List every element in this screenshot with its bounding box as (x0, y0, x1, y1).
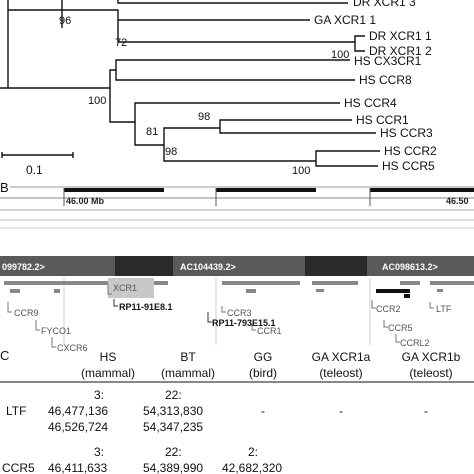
taxon-ga-xcr1-1: GA XCR1 1 (314, 13, 376, 27)
gene-ccrl2: CCRL2 (400, 338, 430, 348)
bootstrap-98-ccr2: 98 (165, 146, 177, 158)
bootstrap-72: 72 (115, 37, 127, 49)
gene-ccr3: CCR3 (227, 308, 252, 318)
table-row-ltf: LTF 3: 46,477,136 46,526,724 22: 54,313,… (6, 388, 428, 434)
cell-ccr5-bt-chr: 22: (165, 445, 182, 459)
header-ga-xcr1b: GA XCR1b (402, 350, 461, 364)
bootstrap-100-xcr1: 100 (331, 49, 349, 61)
tree-branch-node100 (109, 88, 340, 123)
panel-label-b: B (0, 180, 9, 195)
gene-ltf: LTF (436, 304, 452, 314)
panel-c: C HS (mammal) BT (mammal) GG (bird) GA X… (0, 348, 474, 474)
cell-ccr5-bt-pos: 54,389,990 (143, 461, 203, 474)
gene-ccr2: CCR2 (376, 304, 401, 314)
gene-ccr5: CCR5 (388, 323, 413, 333)
row-label-ccr5: CCR5 (2, 461, 35, 474)
tree-branch-ccr-clade (8, 59, 355, 89)
cell-ltf-hs-chr: 3: (94, 388, 104, 402)
tree-branch-node81 (134, 119, 376, 146)
cell-ltf-bt-end: 54,347,235 (143, 420, 203, 434)
header-bt-sub: (mammal) (161, 366, 215, 380)
gene-cxcr6: CXCR6 (57, 343, 88, 353)
clone-track: 099782.2> AC104439.2> AC098613.2> (0, 256, 474, 276)
tree-taxon-labels: DR XCR1 3 GA XCR1 1 DR XCR1 1 DR XCR1 2 … (314, 0, 437, 173)
clone-label-1: 099782.2> (2, 262, 45, 272)
header-hs: HS (100, 350, 117, 364)
cell-ccr5-hs-chr: 3: (94, 445, 104, 459)
taxon-hs-ccr8: HS CCR8 (359, 73, 412, 87)
tree-scale-bar: 0.1 (1, 152, 74, 177)
bootstrap-98-ccr1: 98 (198, 111, 210, 123)
cell-ltf-ga-xcr1b: - (424, 404, 428, 418)
gene-labels: CCR9 FYCO1 CXCR6 XCR1 RP11-91E8.1 CCR3 C… (7, 283, 452, 353)
phylogenetic-tree (0, 0, 380, 167)
taxon-hs-ccr3: HS CCR3 (380, 126, 433, 140)
xcr1-highlight (108, 278, 154, 298)
tree-branch-node96 (8, 9, 310, 21)
cell-ltf-bt-start: 54,313,830 (143, 404, 203, 418)
taxon-hs-ccr1: HS CCR1 (356, 113, 409, 127)
bootstrap-100-ccr: 100 (88, 95, 106, 107)
cell-ccr5-gg-pos: 42,682,320 (222, 461, 282, 474)
genome-ruler: 46.00 Mb 46.50 (0, 186, 474, 229)
bootstrap-96: 96 (59, 15, 71, 27)
tree-bootstrap-values: 96 72 100 100 81 98 98 100 (59, 15, 349, 177)
cell-ccr5-gg-chr: 2: (248, 445, 258, 459)
tree-branch-node98b (163, 145, 380, 167)
header-ga-xcr1a: GA XCR1a (312, 350, 371, 364)
taxon-hs-ccr2: HS CCR2 (384, 144, 437, 158)
clone-label-3: AC098613.2> (382, 262, 438, 272)
table-header: HS (mammal) BT (mammal) GG (bird) GA XCR… (0, 350, 474, 383)
header-ga-xcr1a-sub: (teleost) (319, 366, 362, 380)
taxon-hs-ccr5: HS CCR5 (382, 159, 435, 173)
gene-feature-blocks (4, 278, 474, 298)
header-gg-sub: (bird) (249, 366, 277, 380)
tree-root-branch (0, 0, 9, 89)
cell-ltf-bt-chr: 22: (165, 388, 182, 402)
panel-b: B 46.00 Mb 46.50 099782.2> AC104439.2> A… (0, 180, 474, 353)
header-hs-sub: (mammal) (81, 366, 135, 380)
bootstrap-100-ccr5: 100 (292, 165, 310, 177)
taxon-dr-xcr1-1: DR XCR1 1 (369, 29, 432, 43)
header-bt: BT (180, 350, 196, 364)
gene-xcr1: XCR1 (113, 283, 137, 293)
ruler-label-right: 46.50 (446, 196, 469, 206)
gene-rp11-91e8: RP11-91E8.1 (119, 302, 173, 312)
tree-branch-dr3 (117, 0, 348, 4)
ruler-label-left: 46.00 Mb (66, 196, 105, 206)
panel-label-c: C (0, 348, 9, 363)
cell-ltf-hs-end: 46,526,724 (48, 420, 108, 434)
clone-label-2: AC104439.2> (180, 262, 236, 272)
taxon-dr-xcr1-3: DR XCR1 3 (353, 0, 416, 9)
cell-ltf-hs-start: 46,477,136 (48, 404, 108, 418)
taxon-hs-ccr4: HS CCR4 (344, 96, 397, 110)
tree-branch-node72 (117, 20, 365, 52)
gene-fyco1: FYCO1 (41, 326, 71, 336)
gene-ccr1: CCR1 (257, 326, 282, 336)
taxon-dr-xcr1-2: DR XCR1 2 (369, 44, 432, 58)
gene-ccr9: CCR9 (14, 308, 39, 318)
cell-ltf-gg: - (261, 404, 265, 418)
scale-bar-label: 0.1 (26, 163, 43, 177)
header-ga-xcr1b-sub: (teleost) (409, 366, 452, 380)
scale-bar-line (1, 152, 74, 158)
bootstrap-81: 81 (146, 126, 158, 138)
row-label-ltf: LTF (6, 404, 26, 418)
cell-ltf-ga-xcr1a: - (339, 404, 343, 418)
header-gg: GG (254, 350, 273, 364)
taxon-hs-cx3cr1: HS CX3CR1 (354, 54, 422, 68)
table-row-ccr5: CCR5 3: 46,411,633 22: 54,389,990 2: 42,… (2, 445, 282, 474)
cell-ccr5-hs-pos: 46,411,633 (48, 461, 107, 474)
gene-rp11-793e15: RP11-793E15.1 (212, 318, 276, 328)
genome-gridlines (63, 278, 371, 345)
